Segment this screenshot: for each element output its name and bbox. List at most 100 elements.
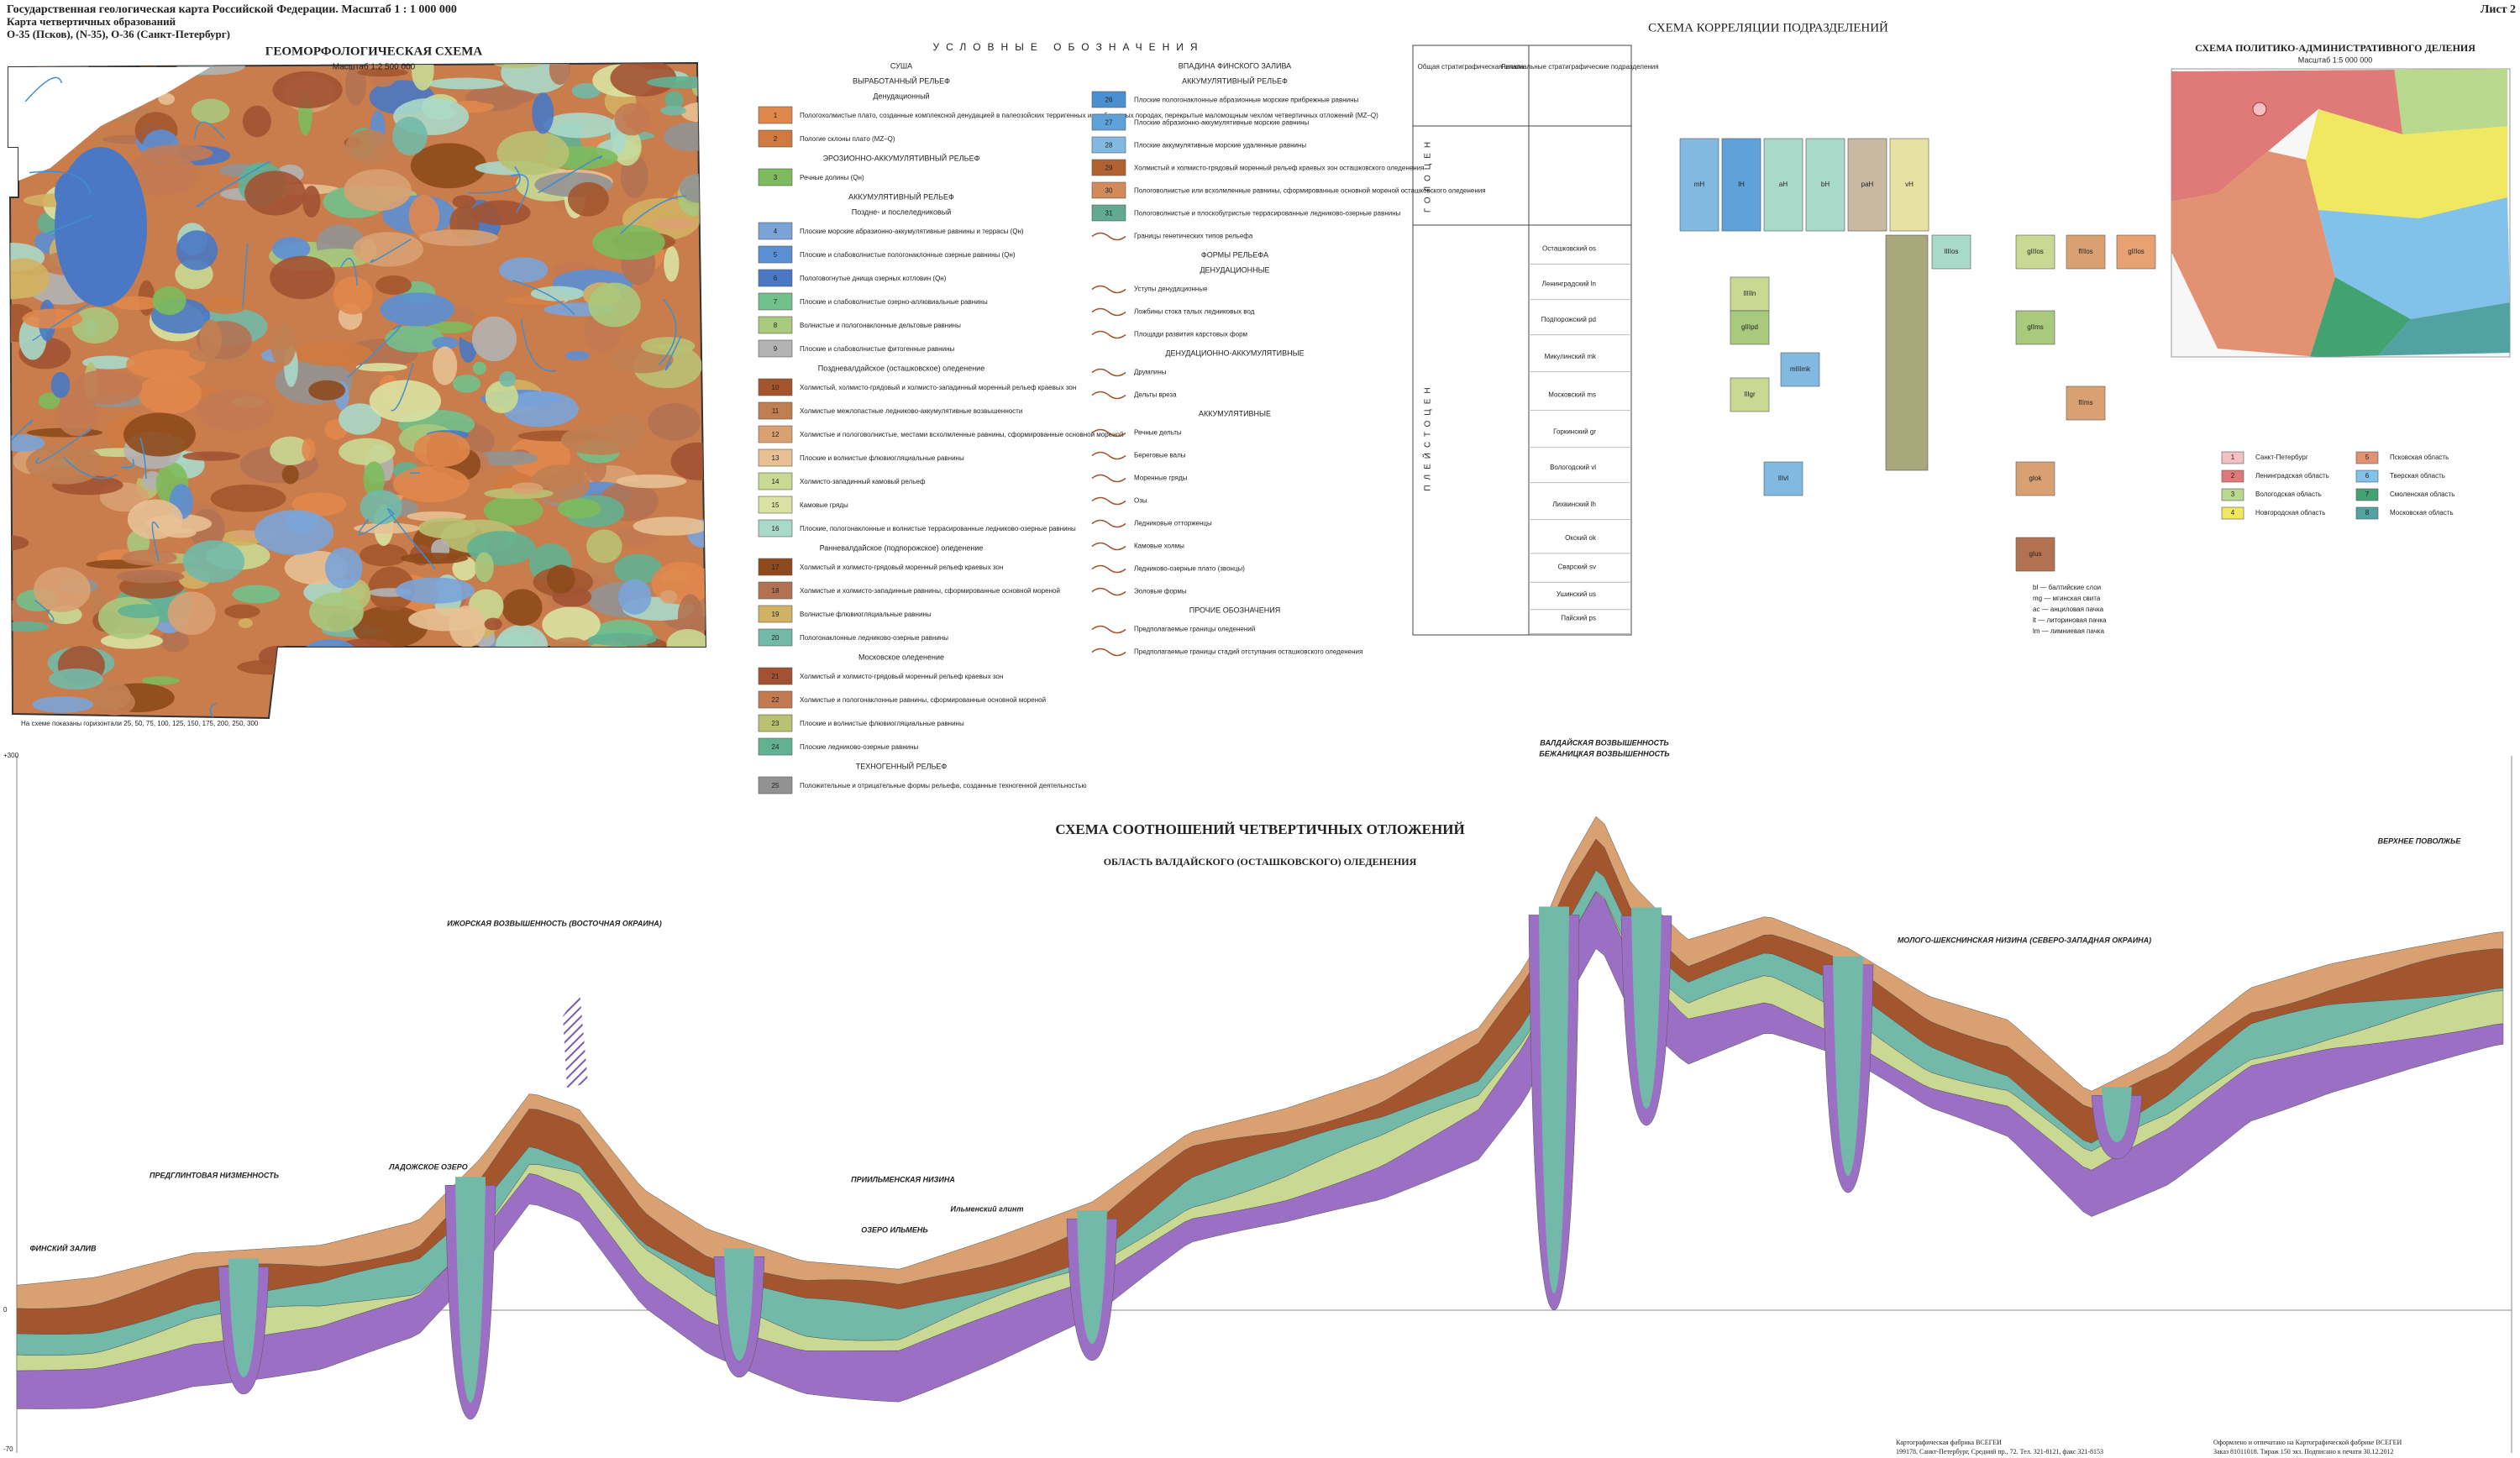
map-area: [123, 412, 196, 457]
correlation-title: СХЕМА КОРРЕЛЯЦИИ ПОДРАЗДЕЛЕНИЙ: [1648, 20, 1888, 34]
map-area: [484, 617, 502, 631]
trough-fill: [228, 1258, 259, 1377]
strat-box: [1763, 138, 1803, 232]
map-area: [294, 341, 373, 366]
strat-box: [1805, 138, 1845, 232]
map-area: [557, 498, 601, 519]
legend-label: Плоские абразионно-аккумулятивные морски…: [1134, 119, 1310, 127]
strat-label: gIIIos: [2128, 248, 2145, 255]
legend-label: Холмистый и холмисто-грядовый моренный р…: [800, 564, 1003, 571]
legend-label: Предполагаемые границы стадий отступания…: [1134, 648, 1362, 656]
legend-label: Холмистые и пологоволнистые, местами всх…: [800, 431, 1123, 438]
legend-label: Предполагаемые границы оледенений: [1134, 626, 1255, 633]
legend-number: 3: [774, 174, 778, 181]
map-area: [308, 380, 346, 401]
legend-label: Холмистый, холмисто-грядовый и холмисто-…: [800, 384, 1076, 391]
legend-swatch: [2355, 488, 2379, 501]
legend-number: 7: [774, 298, 778, 306]
river: [151, 522, 160, 562]
map-area: [677, 594, 703, 638]
map-area: [446, 684, 481, 718]
strat-label: lIIgr: [1744, 391, 1756, 398]
strat-label: fIIIos: [2078, 248, 2092, 255]
map-area: [118, 604, 166, 619]
map-area: [432, 336, 459, 349]
legend-label: Плоские, пологонаклонные и волнистые тер…: [800, 525, 1076, 532]
river: [242, 243, 249, 308]
legend-label: Холмистый и холмисто-грядовый моренный р…: [800, 673, 1003, 680]
legend-number: 28: [1105, 142, 1113, 149]
map-area: [152, 286, 186, 316]
place-label: ВЕРХНЕЕ ПОВОЛЖЬЕ: [2378, 837, 2462, 845]
map-area: [309, 592, 364, 632]
legend-number: 5: [774, 251, 778, 259]
strat-label: vH: [1905, 181, 1914, 188]
legend-heading: АККУМУЛЯТИВНЫЙ РЕЛЬЕФ: [848, 191, 954, 201]
legend-swatch: [758, 667, 793, 685]
legend-number: 21: [772, 673, 780, 680]
legend-swatch: [758, 776, 793, 795]
legend-number: 25: [772, 782, 780, 789]
legend-heading: Поздневалдайское (осташковское) оледенен…: [818, 364, 984, 372]
stage-label: Ленинградский ln: [1542, 281, 1596, 288]
map-area: [647, 76, 706, 89]
legend-label: Волнистые флювиогляциальные равнины: [800, 611, 932, 618]
region-number: 7: [2365, 490, 2370, 498]
strat-label: lH: [1738, 181, 1745, 188]
map-area: [22, 308, 83, 329]
map-area: [483, 496, 543, 526]
map-note: На схеме показаны горизонтали 25, 50, 75…: [21, 720, 259, 727]
map-area: [449, 606, 486, 648]
legend-number: 1: [774, 112, 778, 119]
map-area: [614, 553, 663, 585]
legend-label: Плоские пологонаклонные абразионные морс…: [1134, 97, 1359, 104]
legend-number: 4: [774, 228, 778, 235]
place-label: БЕЖАНИЦКАЯ ВОЗВЫШЕННОСТЬ: [1539, 749, 1670, 758]
period-label: ПЛЕЙСТОЦЕН: [1422, 382, 1433, 490]
map-area: [543, 113, 617, 139]
map-area: [224, 604, 260, 619]
map-area: [112, 296, 160, 311]
layer: [16, 838, 2504, 1335]
region-name: Смоленская область: [2390, 490, 2454, 498]
map-area: [270, 436, 311, 465]
legend-swatch: [758, 378, 793, 396]
map-area: [617, 579, 652, 615]
legend-number: 19: [772, 611, 780, 618]
trough-fill: [724, 1248, 754, 1361]
map-area: [8, 621, 50, 632]
map-area: [465, 655, 491, 666]
river: [510, 174, 529, 213]
map-area: [121, 549, 177, 566]
map-area: [348, 661, 428, 701]
map-area: [433, 346, 458, 385]
map-area: [375, 275, 412, 295]
legend-heading: ВПАДИНА ФИНСКОГО ЗАЛИВА: [1179, 61, 1291, 70]
strat-box: [2015, 461, 2055, 496]
river: [658, 298, 677, 366]
legend-swatch: [758, 519, 793, 538]
legend-label: Береговые валы: [1134, 452, 1186, 459]
map-area: [339, 438, 396, 465]
legend-symbol: [1091, 564, 1126, 574]
legend-number: 22: [772, 696, 780, 704]
axis-label: 0: [3, 1306, 8, 1314]
strat-box: [2015, 234, 2055, 270]
legend-heading: СУША: [890, 61, 912, 70]
legend-symbol: [1091, 285, 1126, 294]
map-area: [369, 380, 442, 422]
legend-label: Плоские ледниково-озерные равнины: [800, 743, 919, 751]
strat-box: [1847, 138, 1887, 232]
river: [386, 508, 436, 569]
legend-label: Плоские и слабоволнистые фитогенные равн…: [800, 345, 954, 353]
map-area: [25, 443, 104, 485]
strat-box: [1730, 310, 1770, 345]
map-area: [522, 674, 570, 690]
map-area: [48, 668, 103, 690]
region-number: 8: [2365, 509, 2370, 517]
legend-swatch: [2355, 506, 2379, 520]
map-area: [176, 230, 218, 270]
strat-box: [1721, 138, 1761, 232]
